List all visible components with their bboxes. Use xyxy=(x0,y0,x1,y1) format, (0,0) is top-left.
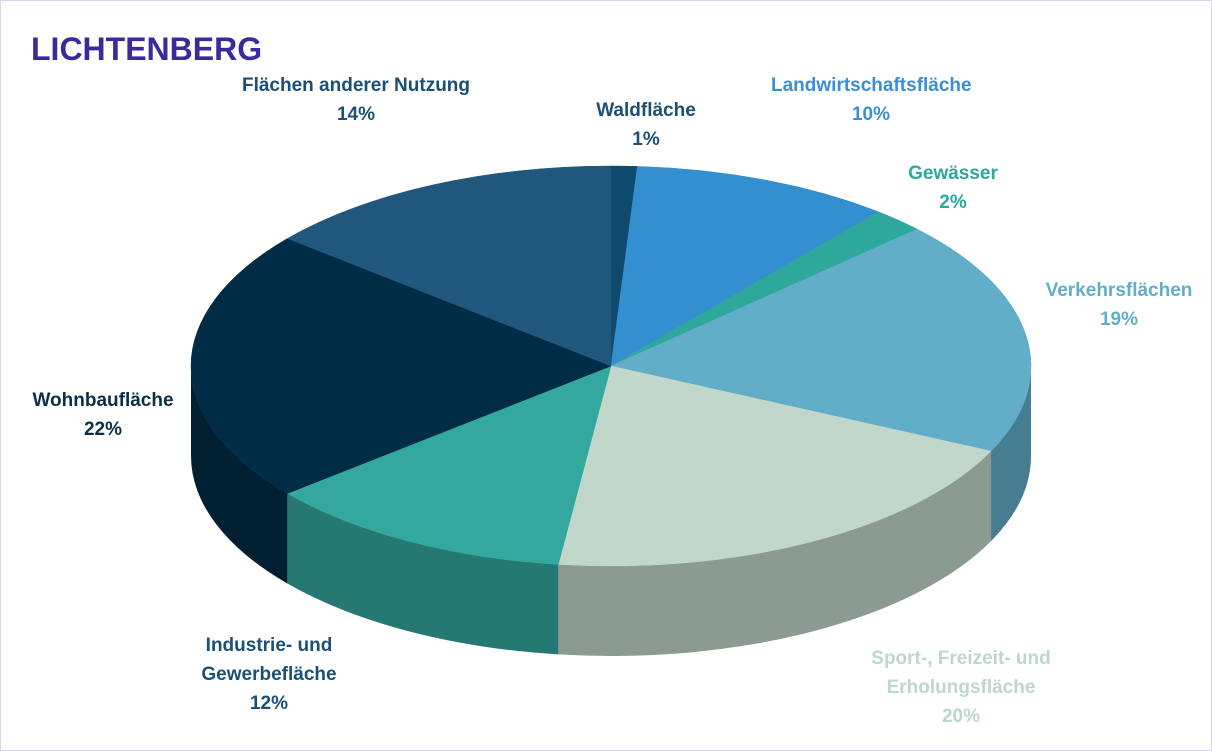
data-label: Verkehrsflächen 19% xyxy=(1019,276,1211,334)
slice xyxy=(286,365,612,565)
slice xyxy=(558,365,992,567)
slice xyxy=(610,228,1032,452)
value-label: 2% xyxy=(939,192,967,213)
value-label: 20% xyxy=(941,706,981,727)
slice-side xyxy=(191,366,288,584)
slice-side xyxy=(558,451,992,656)
data-label: Flächen anderer Nutzung 14% xyxy=(241,71,471,129)
value-label: 19% xyxy=(1099,309,1139,330)
slice-side xyxy=(287,493,559,655)
category-label: Gewässer xyxy=(908,163,998,184)
category-label: Waldfläche xyxy=(596,100,696,121)
category-label: Flächen anderer Nutzung xyxy=(241,75,471,96)
value-label: 10% xyxy=(851,104,891,125)
value-label: 14% xyxy=(336,104,376,125)
value-label: 12% xyxy=(249,693,289,714)
data-label: Landwirtschaftsfläche 10% xyxy=(771,71,972,129)
data-label: Wohnbaufläche 22% xyxy=(3,386,203,444)
value-label: 22% xyxy=(83,419,123,440)
category-label: Landwirtschaftsfläche xyxy=(771,75,972,96)
slice xyxy=(286,165,612,367)
chart-title: LICHTENBERG xyxy=(31,31,263,67)
category-label: Industrie- und Gewerbefläche xyxy=(201,635,337,685)
data-label: Gewässer 2% xyxy=(878,159,1028,217)
slice xyxy=(190,238,612,494)
category-label: Verkehrsflächen xyxy=(1045,280,1193,301)
category-label: Wohnbaufläche xyxy=(32,390,174,411)
data-label: Waldfläche 1% xyxy=(571,96,721,154)
data-label: Industrie- und Gewerbefläche 12% xyxy=(159,631,379,718)
data-label: Sport-, Freizeit- und Erholungsfläche 20% xyxy=(831,644,1091,731)
value-label: 1% xyxy=(632,129,660,150)
slice xyxy=(610,166,880,367)
category-label: Sport-, Freizeit- und Erholungsfläche xyxy=(871,648,1051,698)
